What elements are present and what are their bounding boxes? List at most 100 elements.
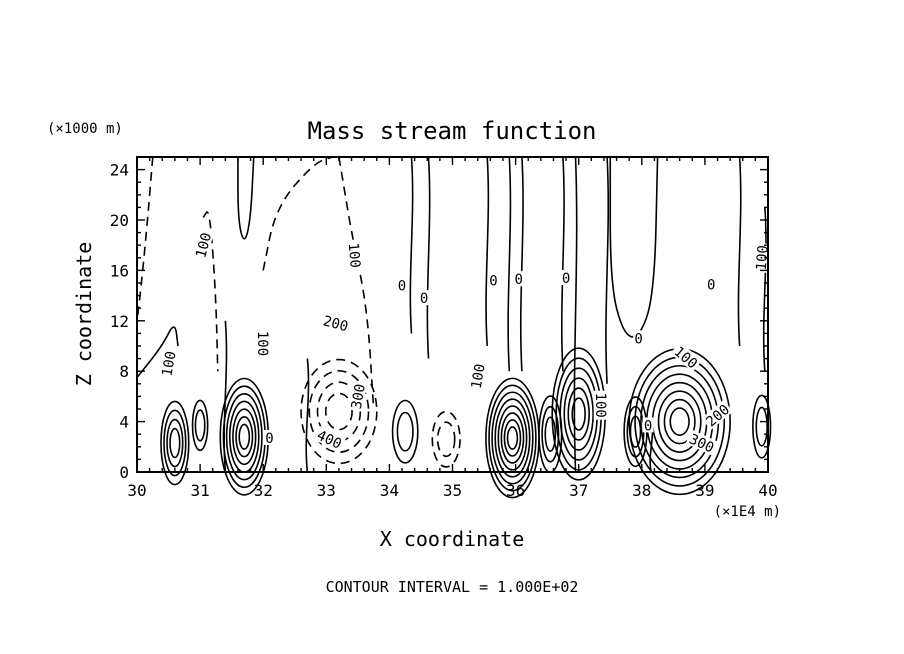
- contour-label-13: 0: [398, 279, 406, 295]
- contour-cell-1-level-1: [194, 409, 206, 442]
- x-tick-label-0: 30: [127, 481, 146, 500]
- contour-line-9: [605, 156, 610, 384]
- tick-labels: 30 31 32 33 34 35 36 37 38 39 40 0 4 8 12 16 20 24: [110, 161, 778, 500]
- contour-label-20: 0: [644, 418, 652, 434]
- contour-label-group-7: 100: [467, 360, 489, 392]
- contour-label-group-21: 0: [264, 429, 276, 447]
- contour-line-3: [426, 156, 431, 359]
- contour-label-bg-2: [256, 328, 272, 358]
- contour-line-7: [560, 156, 565, 372]
- contour-cell-10-level-5: [657, 390, 702, 453]
- contour-cell-4-level-0: [391, 399, 419, 464]
- contour-cell-0-level-0: [160, 400, 190, 486]
- contour-cell-5-level-0: [431, 410, 461, 468]
- contour-label-15: 0: [489, 273, 497, 289]
- contour-label-bg-4: [319, 311, 352, 334]
- contour-cell-2-level-0: [219, 377, 270, 496]
- contour-cell-6-level-4: [497, 405, 528, 471]
- contour-label-7: 100: [469, 363, 489, 391]
- contour-label-bg-12: [752, 242, 770, 273]
- x-tick-label-6: 36: [506, 481, 525, 500]
- contour-cell-1-level-0: [191, 399, 209, 452]
- contour-cell-6-level-0: [485, 377, 540, 499]
- contour-cell-5-level-1: [436, 421, 456, 458]
- contour-cell-10-level-7: [669, 407, 690, 436]
- contour-cell-2-level-3: [228, 400, 260, 473]
- contour-cell-8-level-4: [567, 387, 590, 441]
- contour-line-4: [485, 156, 490, 347]
- x-tick-label-10: 40: [758, 481, 777, 500]
- contour-label-17: 0: [562, 271, 570, 287]
- contour-label-bg-17: [560, 269, 572, 285]
- contour-label-group-17: 0: [560, 269, 572, 287]
- contour-curve-4: [262, 156, 333, 271]
- contour-cell-7-level-1: [541, 405, 560, 463]
- y-tick-label-3: 12: [110, 312, 129, 331]
- y-unit-label: (×1000 m): [47, 121, 123, 137]
- contour-label-group-20: 0: [642, 417, 654, 434]
- contour-cell-8-level-5: [571, 397, 586, 431]
- contour-cell-6-level-2: [491, 391, 534, 485]
- contour-label-bg-5: [347, 380, 368, 412]
- contour-line-0: [223, 320, 228, 473]
- contour-cell-6-level-5: [500, 412, 525, 464]
- contour-label-group-14: 0: [418, 290, 430, 307]
- x-tick-label-5: 35: [443, 481, 462, 500]
- contour-cell-4-level-1: [396, 411, 414, 452]
- contour-curve-3: [202, 211, 219, 372]
- contour-label-bg-6: [313, 425, 346, 452]
- contour-label-bg-13: [396, 277, 408, 293]
- contour-label-group-16: 0: [513, 271, 525, 288]
- contour-label-bg-14: [418, 290, 430, 306]
- contour-label-2: 100: [254, 331, 270, 356]
- contour-label-bg-20: [642, 417, 654, 433]
- contour-label-group-1: 100: [158, 347, 180, 380]
- contour-label-group-12: 100: [752, 242, 772, 273]
- chart-title: Mass stream function: [308, 117, 597, 145]
- contour-label-21: 0: [265, 431, 273, 447]
- contour-label-18: 0: [634, 331, 642, 347]
- y-tick-label-4: 16: [110, 261, 129, 280]
- contour-cell-6-level-3: [494, 398, 531, 478]
- contour-curve-5: [338, 156, 375, 410]
- contour-cell-11-level-0: [752, 394, 772, 459]
- contour-line-8: [573, 156, 578, 473]
- contour-cell-2-level-6: [238, 423, 251, 450]
- contour-label-14: 0: [420, 291, 428, 307]
- contour-label-group-2: 100: [254, 328, 272, 358]
- contour-cell-0-level-2: [166, 418, 184, 468]
- contour-cell-8-level-2: [559, 367, 598, 461]
- contour-label-group-3: 100: [345, 240, 364, 271]
- y-tick-label-6: 24: [110, 161, 129, 180]
- contour-label-group-9: 100: [670, 341, 703, 372]
- contour-label-bg-3: [346, 240, 364, 271]
- contour-line-1: [305, 358, 310, 473]
- contour-label-5: 300: [349, 383, 369, 411]
- contour-cell-7-level-2: [544, 416, 557, 452]
- contour-label-group-8: 100: [592, 390, 609, 420]
- y-tick-label-1: 4: [119, 413, 129, 432]
- contour-label-group-0: 100: [191, 229, 215, 262]
- y-axis-label: Z coordinate: [72, 242, 96, 387]
- contour-cell-3-level-0: [300, 358, 378, 465]
- contour-label-bg-8: [593, 390, 609, 420]
- x-tick-label-4: 34: [380, 481, 399, 500]
- contour-cell-2-level-2: [225, 393, 263, 481]
- x-tick-label-9: 39: [695, 481, 714, 500]
- contour-line-12: [762, 207, 767, 372]
- contour-labels: 1001001001002003004001001001002003001000…: [158, 229, 772, 457]
- contour-label-group-11: 300: [685, 429, 719, 457]
- contour-cell-10-level-3: [645, 373, 714, 470]
- contour-label-19: 0: [707, 277, 715, 293]
- contour-label-group-4: 200: [319, 311, 352, 335]
- contour-label-bg-21: [264, 429, 276, 445]
- contour-label-16: 0: [515, 272, 523, 288]
- contour-cell-10-level-6: [663, 398, 696, 445]
- contour-cell-3-level-1: [308, 370, 370, 453]
- contour-curve-0: [237, 156, 255, 240]
- contour-label-group-5: 300: [347, 380, 369, 412]
- contour-cell-6-level-6: [503, 419, 522, 457]
- contour-interval-note: CONTOUR INTERVAL = 1.000E+02: [326, 578, 579, 596]
- contour-label-bg-19: [705, 276, 717, 292]
